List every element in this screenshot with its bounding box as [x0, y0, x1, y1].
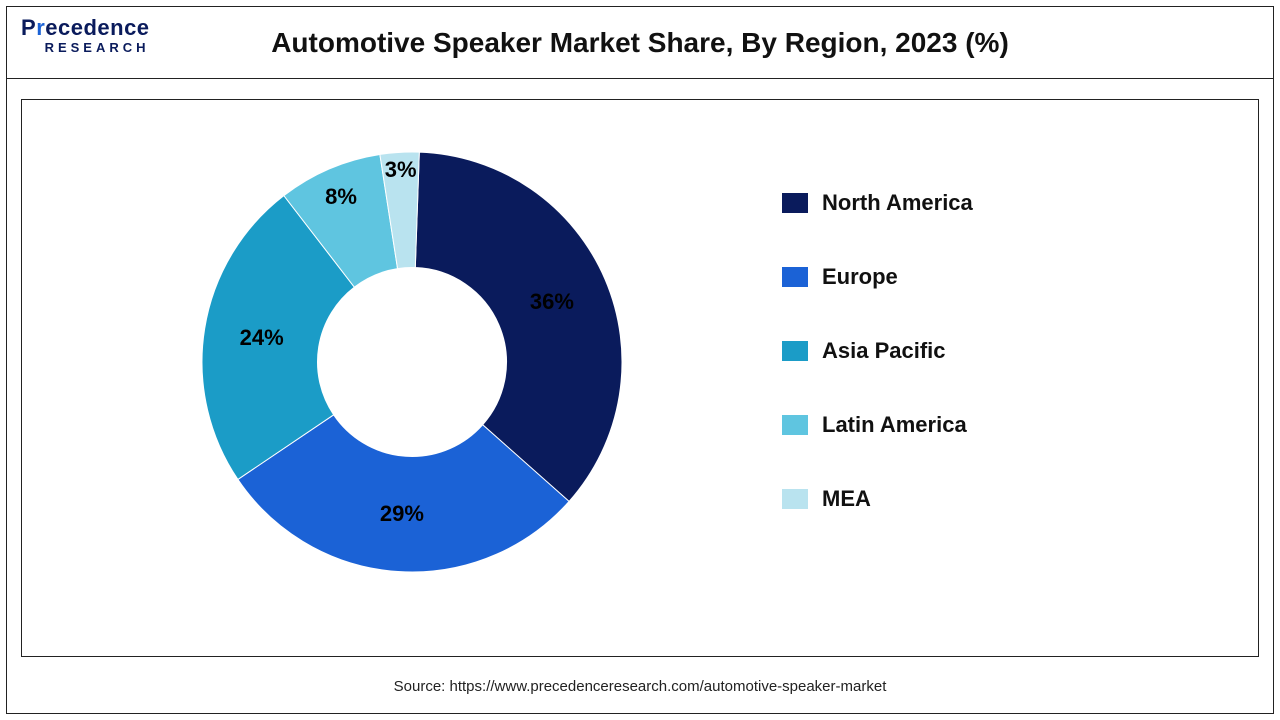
legend-item: Latin America — [782, 412, 973, 438]
legend-label: Europe — [822, 264, 898, 290]
slice-label: 8% — [325, 184, 357, 210]
donut-chart: 36% 29% 24% 8% 3% — [192, 142, 632, 582]
legend-label: Latin America — [822, 412, 967, 438]
chart-title: Automotive Speaker Market Share, By Regi… — [7, 27, 1273, 59]
brand-logo-main: Precedence — [21, 17, 150, 39]
legend-item: Europe — [782, 264, 973, 290]
legend-item: MEA — [782, 486, 973, 512]
logo-text-alt: r — [36, 15, 45, 40]
chart-frame: 36% 29% 24% 8% 3% North America Europe Asia Pa… — [21, 99, 1259, 657]
legend-item: Asia Pacific — [782, 338, 973, 364]
legend-swatch — [782, 193, 808, 213]
slice-label: 3% — [385, 157, 417, 183]
legend-item: North America — [782, 190, 973, 216]
slice-label: 24% — [240, 325, 284, 351]
legend-label: Asia Pacific — [822, 338, 946, 364]
legend: North America Europe Asia Pacific Latin Ame… — [782, 190, 973, 512]
header-row: Precedence RESEARCH Automotive Speaker M… — [7, 7, 1273, 79]
source-text: Source: https://www.precedenceresearch.c… — [7, 678, 1273, 695]
legend-swatch — [782, 489, 808, 509]
legend-swatch — [782, 341, 808, 361]
legend-swatch — [782, 267, 808, 287]
brand-logo-sub: RESEARCH — [21, 41, 150, 54]
legend-label: North America — [822, 190, 973, 216]
logo-text-pre: P — [21, 15, 36, 40]
donut-slice — [415, 152, 622, 501]
slice-label: 36% — [530, 289, 574, 315]
outer-frame: Precedence RESEARCH Automotive Speaker M… — [6, 6, 1274, 714]
legend-label: MEA — [822, 486, 871, 512]
brand-logo: Precedence RESEARCH — [21, 17, 150, 54]
slice-label: 29% — [380, 501, 424, 527]
logo-text-post: ecedence — [45, 15, 149, 40]
legend-swatch — [782, 415, 808, 435]
